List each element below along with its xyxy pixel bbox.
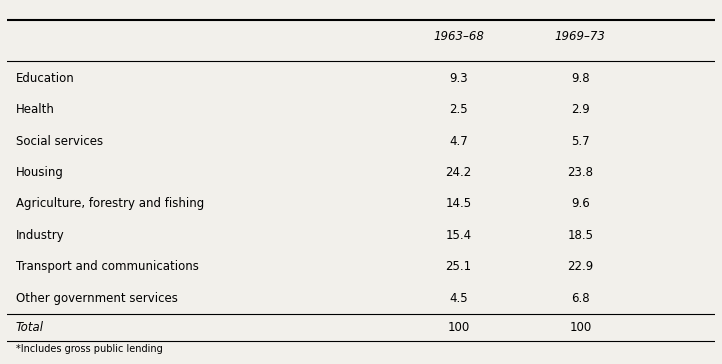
Text: 14.5: 14.5 bbox=[445, 197, 471, 210]
Text: 100: 100 bbox=[448, 321, 470, 334]
Text: 23.8: 23.8 bbox=[567, 166, 593, 179]
Text: 5.7: 5.7 bbox=[571, 135, 590, 147]
Text: 9.8: 9.8 bbox=[571, 72, 590, 85]
Text: 2.9: 2.9 bbox=[571, 103, 590, 116]
Text: 4.5: 4.5 bbox=[449, 292, 468, 305]
Text: 18.5: 18.5 bbox=[567, 229, 593, 242]
Text: Housing: Housing bbox=[16, 166, 64, 179]
Text: 15.4: 15.4 bbox=[445, 229, 471, 242]
Text: Education: Education bbox=[16, 72, 74, 85]
Text: Agriculture, forestry and fishing: Agriculture, forestry and fishing bbox=[16, 197, 204, 210]
Text: *Includes gross public lending: *Includes gross public lending bbox=[16, 344, 162, 354]
Text: Transport and communications: Transport and communications bbox=[16, 260, 199, 273]
Text: Health: Health bbox=[16, 103, 55, 116]
Text: Social services: Social services bbox=[16, 135, 103, 147]
Text: Total: Total bbox=[16, 321, 44, 334]
Text: 9.6: 9.6 bbox=[571, 197, 590, 210]
Text: 4.7: 4.7 bbox=[449, 135, 468, 147]
Text: 1969–73: 1969–73 bbox=[555, 30, 606, 43]
Text: Other government services: Other government services bbox=[16, 292, 178, 305]
Text: 1963–68: 1963–68 bbox=[433, 30, 484, 43]
Text: 100: 100 bbox=[569, 321, 591, 334]
Text: 6.8: 6.8 bbox=[571, 292, 590, 305]
Text: 25.1: 25.1 bbox=[445, 260, 471, 273]
Text: 9.3: 9.3 bbox=[449, 72, 468, 85]
Text: 22.9: 22.9 bbox=[567, 260, 593, 273]
Text: 2.5: 2.5 bbox=[449, 103, 468, 116]
Text: Industry: Industry bbox=[16, 229, 64, 242]
Text: 24.2: 24.2 bbox=[445, 166, 471, 179]
